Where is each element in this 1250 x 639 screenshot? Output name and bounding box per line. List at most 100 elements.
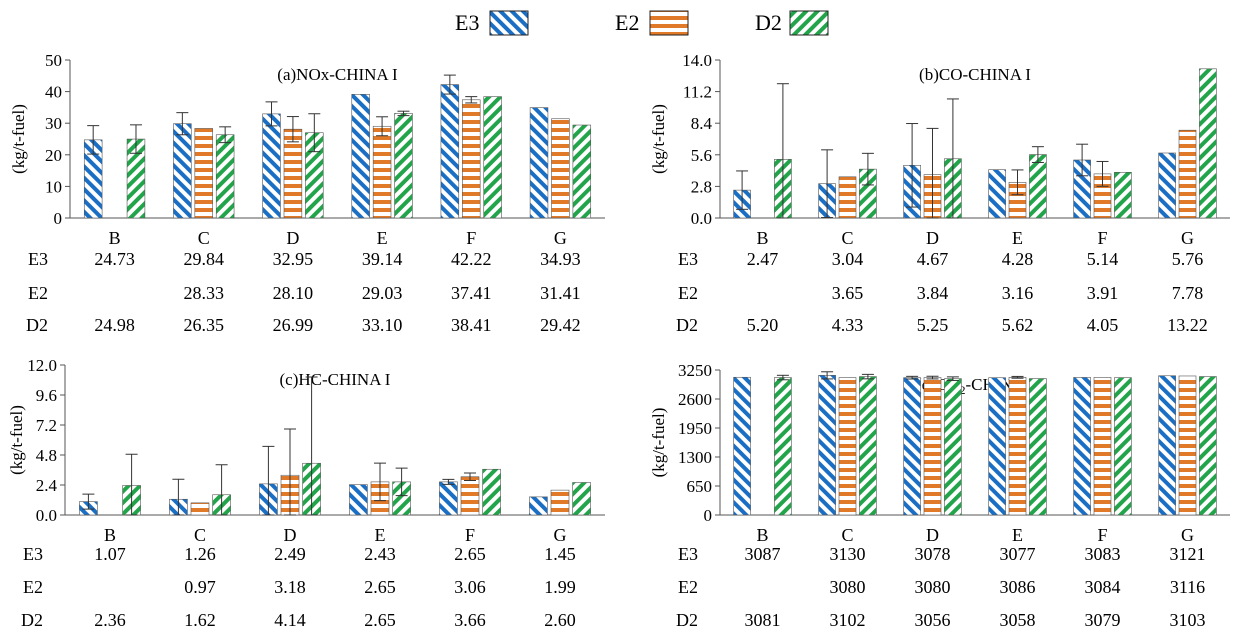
table-value-d2-e: 5.62 bbox=[1002, 315, 1034, 335]
table-value-d2-g: 29.42 bbox=[540, 315, 581, 335]
y-tick-label: 40 bbox=[45, 83, 62, 102]
y-tick-label: 1950 bbox=[678, 419, 712, 438]
table-value-d2-g: 3103 bbox=[1170, 610, 1206, 630]
bar-e3-e bbox=[349, 484, 368, 516]
bar-e3-e bbox=[988, 377, 1006, 516]
table-row-label-e3: E3 bbox=[28, 249, 48, 269]
bar-e2-d bbox=[283, 128, 303, 219]
y-tick-label: 5.6 bbox=[691, 146, 712, 165]
y-tick-label: 50 bbox=[45, 51, 62, 70]
table-value-d2-c: 26.35 bbox=[184, 315, 225, 335]
x-category-label: C bbox=[194, 525, 206, 545]
chart-title: (b)CO-CHINA I bbox=[919, 65, 1031, 84]
table-value-e3-f: 5.14 bbox=[1087, 249, 1119, 269]
bar-e3-c bbox=[818, 375, 836, 516]
bar-e3-d bbox=[262, 113, 281, 219]
bar-e3-f bbox=[439, 481, 458, 516]
y-tick-label: 20 bbox=[45, 146, 62, 165]
table-row-label-d2: D2 bbox=[26, 315, 48, 335]
x-category-label: E bbox=[375, 525, 386, 545]
bar-e2-c bbox=[838, 377, 857, 516]
bar-e2-c bbox=[190, 502, 210, 516]
table-value-e2-f: 3.06 bbox=[454, 577, 486, 597]
y-tick-label: 2.4 bbox=[36, 476, 58, 495]
bar-e2-c bbox=[838, 176, 857, 219]
table-value-d2-b: 5.20 bbox=[747, 315, 779, 335]
y-tick-label: 11.2 bbox=[683, 83, 712, 102]
bar-d2-f bbox=[1114, 377, 1132, 516]
y-tick-label: 8.4 bbox=[691, 114, 713, 133]
table-row-label-d2: D2 bbox=[21, 610, 43, 630]
bar-d2-e bbox=[1029, 154, 1047, 219]
table-value-e2-d: 3.84 bbox=[917, 283, 949, 303]
bar-d2-e bbox=[1029, 378, 1047, 516]
bar-e3-e bbox=[351, 94, 370, 219]
x-category-label: C bbox=[841, 525, 853, 545]
legend-svg: E3 E2 D2 bbox=[455, 10, 829, 36]
table-value-e3-g: 34.93 bbox=[540, 249, 581, 269]
x-category-label: B bbox=[104, 525, 116, 545]
bar-e2-g bbox=[1178, 375, 1197, 516]
bar-e3-g bbox=[1158, 152, 1176, 219]
table-value-e3-e: 2.43 bbox=[364, 544, 396, 564]
table-value-e2-g: 1.99 bbox=[544, 577, 576, 597]
bar-e2-f bbox=[1093, 377, 1112, 516]
table-value-e3-f: 3083 bbox=[1085, 544, 1121, 564]
x-category-label: D bbox=[286, 228, 299, 248]
table-value-d2-d: 26.99 bbox=[273, 315, 314, 335]
bar-e2-f bbox=[462, 99, 481, 219]
bar-d2-g bbox=[572, 482, 591, 516]
table-value-e3-c: 3130 bbox=[830, 544, 866, 564]
bar-e2-g bbox=[551, 118, 570, 219]
bar-e3-e bbox=[988, 169, 1006, 219]
table-value-e3-e: 4.28 bbox=[1002, 249, 1034, 269]
table-value-d2-e: 2.65 bbox=[364, 610, 396, 630]
chart-svg: 06501300195026003250(kg/t-fuel)(d)CO2-CH… bbox=[649, 361, 1230, 630]
y-tick-label: 2600 bbox=[678, 390, 712, 409]
table-row-label-e3: E3 bbox=[23, 544, 43, 564]
table-value-d2-g: 2.60 bbox=[544, 610, 576, 630]
y-tick-label: 0 bbox=[54, 209, 63, 228]
table-row-label-e2: E2 bbox=[23, 577, 43, 597]
x-category-label: D bbox=[284, 525, 297, 545]
y-axis-label: (kg/t-fuel) bbox=[649, 408, 668, 478]
y-tick-label: 14.0 bbox=[682, 51, 712, 70]
table-value-e2-e: 3.16 bbox=[1002, 283, 1034, 303]
x-category-label: B bbox=[756, 228, 768, 248]
table-value-d2-f: 4.05 bbox=[1087, 315, 1119, 335]
y-tick-label: 0.0 bbox=[691, 209, 712, 228]
y-tick-label: 3250 bbox=[678, 361, 712, 380]
bar-d2-e bbox=[394, 113, 413, 219]
y-tick-label: 4.8 bbox=[36, 446, 57, 465]
chart-svg: 0 10 20 30 40 50 (kg/t-fuel) (a)NOx-CHINA I B C D E… bbox=[9, 51, 605, 335]
table-value-d2-b: 24.98 bbox=[94, 315, 135, 335]
table-value-e3-f: 42.22 bbox=[451, 249, 492, 269]
table-value-e2-c: 3080 bbox=[830, 577, 866, 597]
table-value-e2-e: 2.65 bbox=[364, 577, 396, 597]
y-tick-label: 30 bbox=[45, 114, 62, 133]
bar-e3-d bbox=[903, 377, 921, 516]
legend-swatch-e3 bbox=[489, 10, 529, 36]
x-category-label: E bbox=[1012, 228, 1023, 248]
x-category-label: D bbox=[926, 228, 939, 248]
bar-e2-e bbox=[372, 125, 392, 219]
table-value-d2-f: 3079 bbox=[1085, 610, 1121, 630]
table-value-e3-g: 3121 bbox=[1170, 544, 1206, 564]
table-value-e3-b: 24.73 bbox=[94, 249, 135, 269]
chart-svg: 0.0 2.4 4.8 7.2 9.6 12.0 (kg/t-fuel) (c)HC-CHIN… bbox=[7, 356, 605, 630]
table-value-e2-f: 37.41 bbox=[451, 283, 492, 303]
bar-e3-g bbox=[529, 107, 549, 219]
table-value-e3-f: 2.65 bbox=[454, 544, 486, 564]
y-tick-label: 1300 bbox=[678, 448, 712, 467]
x-category-label: F bbox=[1097, 228, 1107, 248]
bar-e2-c bbox=[194, 128, 213, 219]
table-value-e2-e: 29.03 bbox=[362, 283, 403, 303]
x-category-label: G bbox=[1181, 228, 1194, 248]
y-axis-label: (kg/t-fuel) bbox=[7, 405, 26, 475]
x-category-label: D bbox=[926, 525, 939, 545]
bar-d2-c bbox=[215, 134, 235, 219]
table-value-e3-e: 39.14 bbox=[362, 249, 403, 269]
chart-svg: 0.0 2.8 5.6 8.4 11.2 14.0 (kg/t-fuel) (b)CO-CHI… bbox=[649, 51, 1230, 335]
table-value-d2-c: 1.62 bbox=[184, 610, 216, 630]
table-row-label-e3: E3 bbox=[678, 544, 698, 564]
